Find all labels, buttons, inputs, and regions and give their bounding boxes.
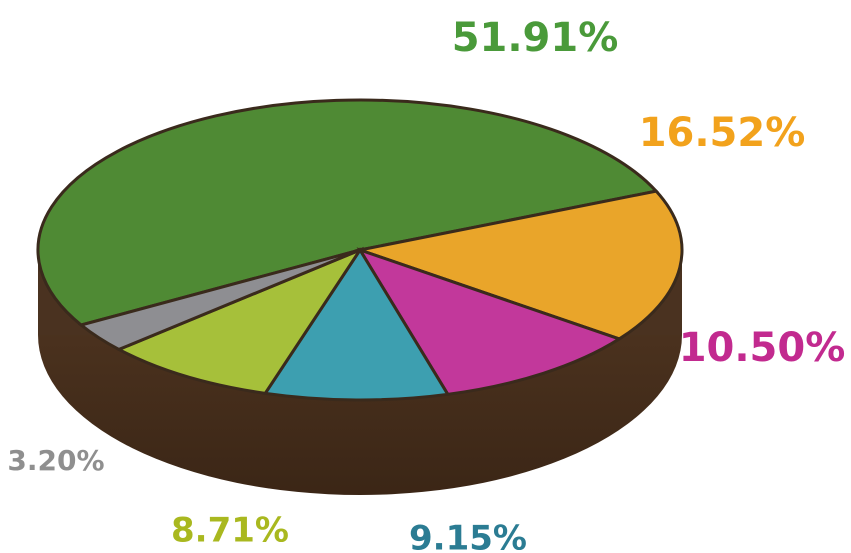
value-label: 8.71% — [171, 511, 289, 551]
pie-slice — [354, 189, 684, 341]
value-label: 51.91% — [452, 15, 619, 61]
value-label: 3.20% — [7, 444, 104, 477]
pie-slice — [115, 246, 364, 395]
value-label: 10.50% — [679, 325, 846, 371]
labels: 51.91% 16.52% 10.50% 9.15% 8.71% 3.20% — [7, 15, 845, 553]
value-label: 9.15% — [409, 519, 527, 553]
pie-slice — [262, 247, 451, 402]
pie — [36, 98, 684, 402]
pie-slice — [356, 247, 623, 396]
pie-slice — [77, 248, 361, 352]
pie-slice — [36, 98, 660, 327]
value-label: 16.52% — [639, 110, 806, 156]
